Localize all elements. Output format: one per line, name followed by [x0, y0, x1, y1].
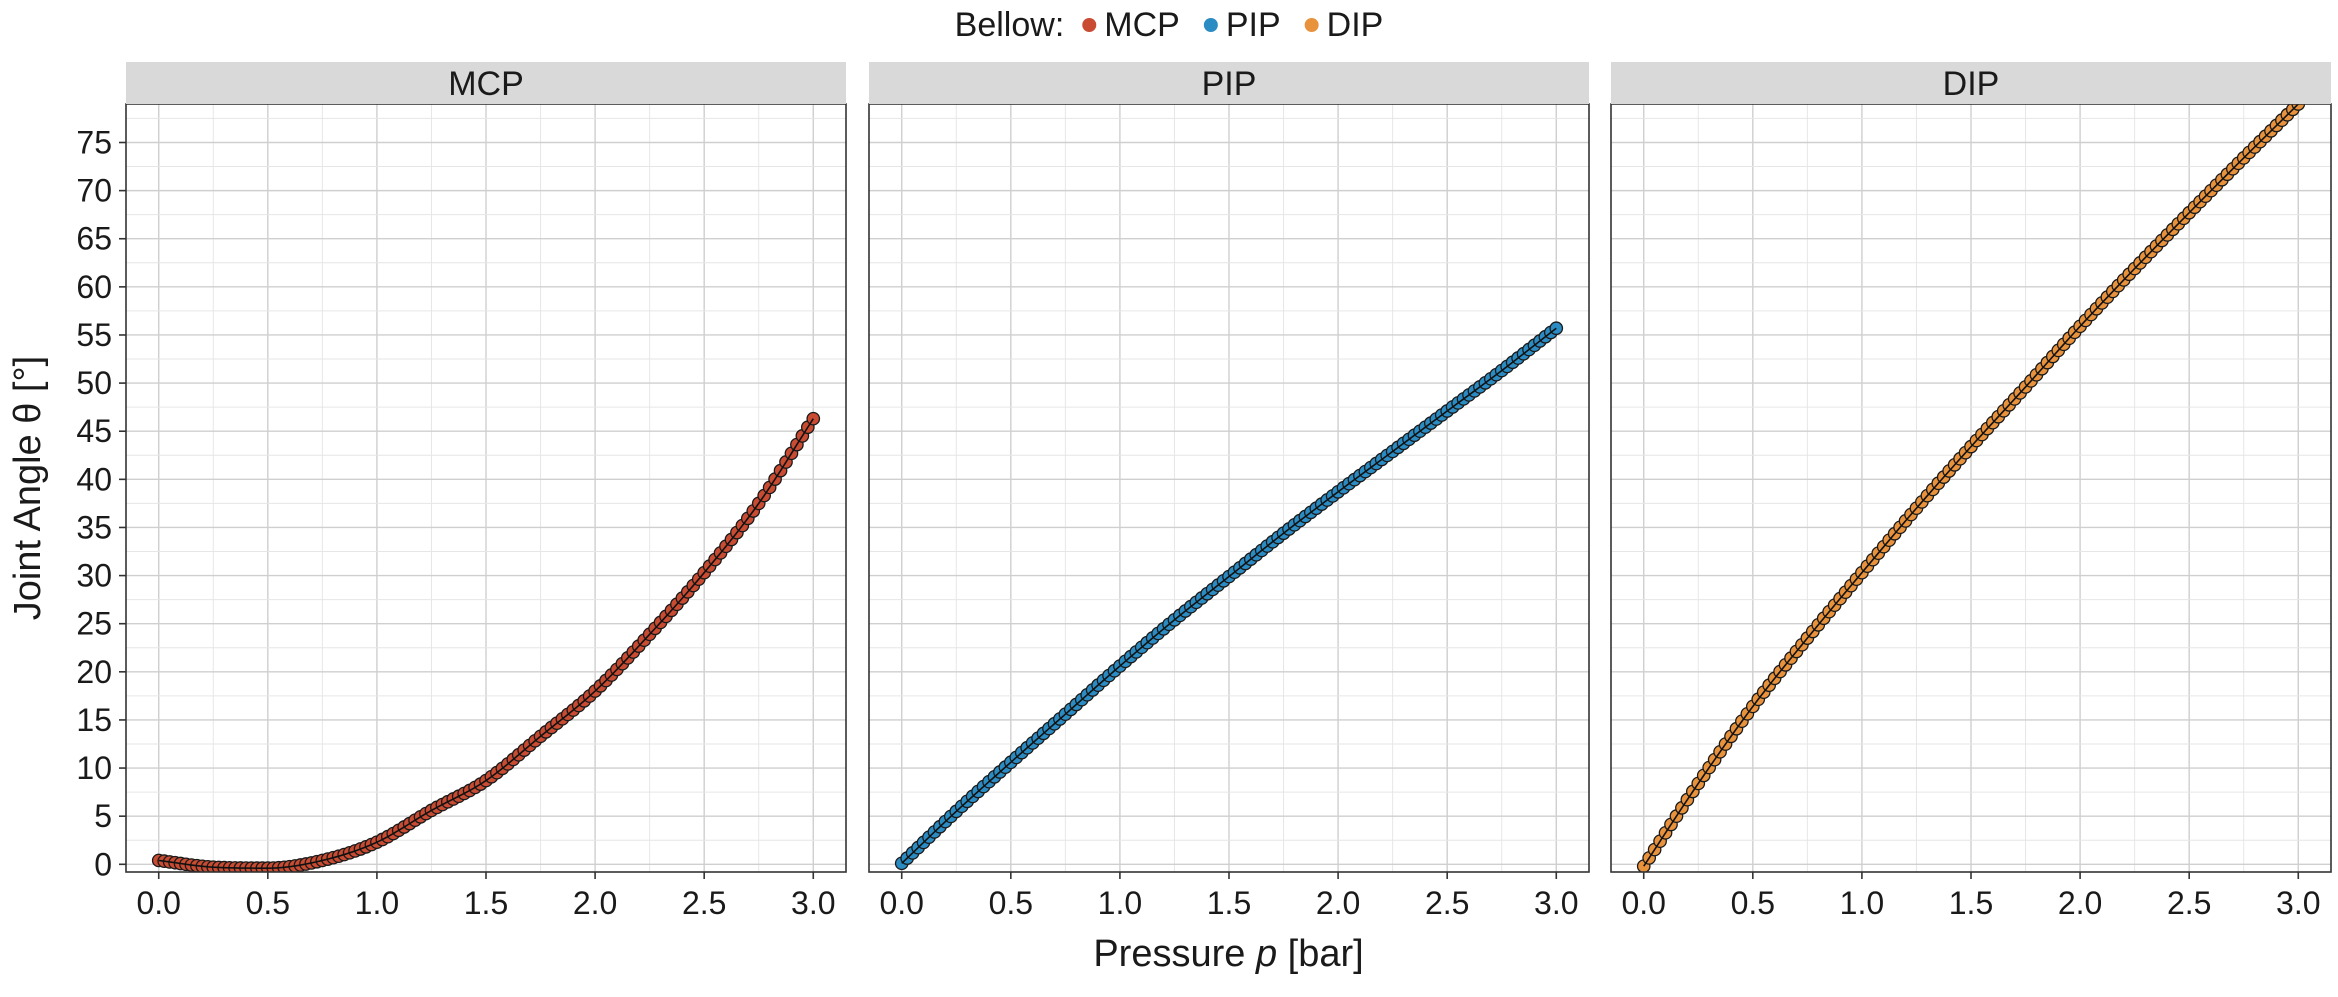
- data-point: [806, 411, 821, 426]
- y-tick-label: 30: [76, 558, 112, 594]
- x-axis-title-part: p: [1255, 933, 1277, 975]
- x-tick-label: 2.5: [2167, 885, 2211, 921]
- y-tick-label: 45: [76, 413, 112, 449]
- y-tick-label: 5: [94, 798, 112, 834]
- y-tick-label: 65: [76, 221, 112, 257]
- x-tick-label: 2.5: [1425, 885, 1469, 921]
- strip-background: [126, 62, 846, 104]
- series-dip: [1636, 104, 2306, 872]
- legend-label: DIP: [1327, 6, 1384, 44]
- legend-items: Bellow: MCP PIP DIP: [955, 6, 1384, 44]
- panel-mcp: MCP: [125, 62, 847, 873]
- y-tick-label: 50: [76, 365, 112, 401]
- x-tick-label: 2.5: [682, 885, 726, 921]
- y-tick-label: 75: [76, 124, 112, 160]
- legend-key-mcp: [1082, 18, 1097, 32]
- panel-dip: DIP: [1610, 62, 2332, 873]
- strip-label: PIP: [1202, 65, 1257, 103]
- x-tick-label: 1.0: [355, 885, 399, 921]
- x-tick-label: 0.0: [879, 885, 923, 921]
- grid: [869, 104, 1589, 872]
- panels: MCP PIP DIP: [125, 62, 2332, 873]
- y-tick-label: 35: [76, 509, 112, 545]
- x-tick-label: 2.0: [1316, 885, 1360, 921]
- x-tick-label: 2.0: [2058, 885, 2102, 921]
- legend-label: MCP: [1104, 6, 1180, 44]
- x-tick-label: 0.5: [1731, 885, 1775, 921]
- series-mcp: [151, 411, 821, 872]
- y-tick-label: 0: [94, 846, 112, 882]
- x-tick-label: 3.0: [1534, 885, 1578, 921]
- legend-key-dip: [1304, 18, 1319, 32]
- x-tick-label: 2.0: [573, 885, 617, 921]
- x-tick-label: 1.5: [1949, 885, 1993, 921]
- axes: 0.0 0.5 1.0 1.5 2.0 2.5 3.0 0.0 0.5 1.0 1.5 2.0 2.5 3…: [7, 124, 2321, 975]
- x-axis-title-part: [bar]: [1277, 933, 1364, 975]
- panel-pip: PIP: [868, 62, 1590, 873]
- x-axis-title: Pressure p [bar]: [1093, 933, 1363, 975]
- x-tick-label: 0.0: [136, 885, 180, 921]
- series-pip: [894, 321, 1564, 871]
- y-tick-label: 70: [76, 173, 112, 209]
- y-tick-label: 20: [76, 654, 112, 690]
- y-tick-label: 10: [76, 750, 112, 786]
- y-tick-label: 25: [76, 606, 112, 642]
- legend: Bellow: MCP PIP DIP: [955, 6, 1384, 44]
- x-tick-label: 1.5: [464, 885, 508, 921]
- series-line: [158, 418, 814, 869]
- legend-title: Bellow:: [955, 6, 1065, 44]
- y-tick-label: 40: [76, 461, 112, 497]
- x-tick-label: 1.0: [1840, 885, 1884, 921]
- x-tick-label: 0.5: [246, 885, 290, 921]
- x-tick-label: 1.0: [1098, 885, 1142, 921]
- legend-key-pip: [1203, 18, 1218, 32]
- legend-label: PIP: [1226, 6, 1281, 44]
- x-axis-title-part: Pressure: [1093, 933, 1256, 975]
- x-tick-label: 0.5: [989, 885, 1033, 921]
- x-tick-label: 3.0: [791, 885, 835, 921]
- x-tick-label: 0.0: [1621, 885, 1665, 921]
- y-tick-label: 60: [76, 269, 112, 305]
- strip-label: DIP: [1943, 65, 2000, 103]
- x-tick-label: 3.0: [2276, 885, 2320, 921]
- strip-background: [1611, 62, 2331, 104]
- y-tick-label: 55: [76, 317, 112, 353]
- y-axis-title: Joint Angle θ [°]: [7, 356, 49, 620]
- x-tick-label: 1.5: [1207, 885, 1251, 921]
- y-tick-label: 15: [76, 702, 112, 738]
- grid: [126, 104, 846, 872]
- series-line: [1643, 104, 2299, 867]
- strip-background: [869, 62, 1589, 104]
- strip-label: MCP: [448, 65, 524, 103]
- series-line: [901, 327, 1557, 864]
